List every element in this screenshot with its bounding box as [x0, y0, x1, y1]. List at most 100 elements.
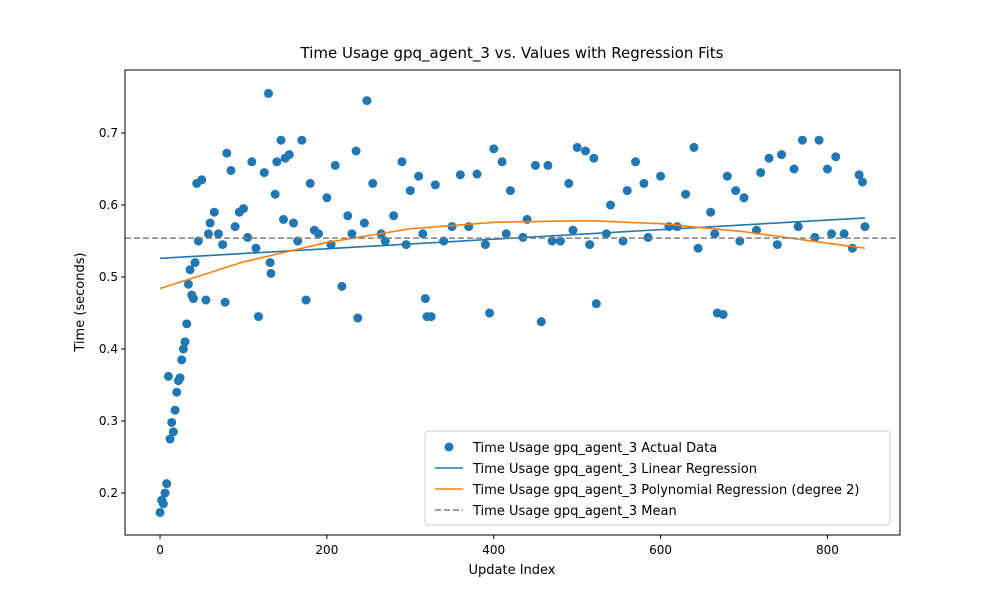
data-point: [353, 313, 363, 323]
data-point: [205, 218, 215, 228]
data-point: [564, 178, 574, 188]
y-tick-label: 0.7: [99, 126, 118, 140]
data-point: [530, 160, 540, 170]
data-point: [238, 204, 248, 214]
data-point: [854, 170, 864, 180]
data-point: [860, 222, 870, 232]
data-point: [631, 157, 641, 167]
data-point: [289, 218, 299, 228]
legend-label: Time Usage gpq_agent_3 Mean: [472, 504, 677, 519]
data-point: [222, 148, 232, 158]
data-point: [827, 229, 837, 239]
y-axis-label: Time (seconds): [73, 252, 88, 352]
data-point: [203, 229, 213, 239]
data-point: [272, 157, 282, 167]
data-point: [585, 240, 595, 250]
data-point: [793, 222, 803, 232]
data-point: [279, 214, 289, 224]
data-point: [218, 240, 228, 250]
data-point: [209, 207, 219, 217]
data-point: [777, 150, 787, 160]
data-point: [351, 146, 361, 156]
x-tick-label: 0: [156, 543, 164, 557]
data-point: [447, 222, 457, 232]
data-point: [426, 312, 436, 322]
data-point: [622, 186, 632, 196]
data-point: [847, 243, 857, 253]
data-point: [167, 417, 177, 427]
data-point: [455, 170, 465, 180]
data-point: [368, 178, 378, 188]
data-point: [301, 295, 311, 305]
x-axis-label: Update Index: [468, 563, 555, 578]
data-point: [175, 373, 185, 383]
data-point: [389, 211, 399, 221]
data-point: [168, 427, 178, 437]
data-point: [485, 308, 495, 318]
data-point: [188, 294, 198, 304]
data-point: [405, 186, 415, 196]
x-tick-label: 800: [816, 543, 839, 557]
data-point: [580, 146, 590, 156]
data-point: [276, 135, 286, 145]
data-point: [656, 171, 666, 181]
x-tick-label: 200: [315, 543, 338, 557]
y-tick-label: 0.2: [99, 486, 118, 500]
data-point: [710, 229, 720, 239]
data-point: [284, 150, 294, 160]
data-point: [265, 258, 275, 268]
data-point: [362, 96, 372, 106]
data-point: [731, 186, 741, 196]
data-point: [251, 243, 261, 253]
data-point: [162, 479, 172, 489]
data-point: [572, 142, 582, 152]
data-point: [601, 229, 611, 239]
data-point: [739, 193, 749, 203]
data-point: [591, 299, 601, 309]
data-point: [718, 309, 728, 319]
data-point: [185, 265, 195, 275]
data-point: [489, 144, 499, 154]
legend-label: Time Usage gpq_agent_3 Polynomial Regres…: [472, 483, 859, 498]
data-point: [343, 211, 353, 221]
data-point: [693, 243, 703, 253]
data-point: [230, 222, 240, 232]
data-point: [155, 507, 165, 517]
data-point: [170, 405, 180, 415]
data-point: [568, 225, 578, 235]
data-point: [420, 294, 430, 304]
data-point: [182, 319, 192, 329]
legend-label: Time Usage gpq_agent_3 Linear Regression: [472, 462, 757, 477]
data-point: [160, 488, 170, 498]
data-point: [414, 171, 424, 181]
data-point: [772, 240, 782, 250]
y-tick-label: 0.3: [99, 414, 118, 428]
legend-box: [424, 430, 891, 526]
data-point: [543, 160, 553, 170]
data-point: [359, 218, 369, 228]
data-point: [322, 193, 332, 203]
data-point: [839, 229, 849, 239]
data-point: [681, 189, 691, 199]
data-point: [505, 186, 515, 196]
x-tick-label: 600: [649, 543, 672, 557]
data-point: [309, 225, 319, 235]
data-point: [472, 169, 482, 179]
data-point: [165, 434, 175, 444]
data-point: [190, 258, 200, 268]
data-point: [536, 317, 546, 327]
legend-label: Time Usage gpq_agent_3 Actual Data: [472, 441, 717, 456]
data-point: [213, 229, 223, 239]
data-point: [822, 164, 832, 174]
data-point: [220, 297, 230, 307]
data-point: [247, 157, 257, 167]
data-point: [253, 312, 263, 322]
data-point: [172, 387, 182, 397]
data-point: [397, 157, 407, 167]
data-point: [589, 153, 599, 163]
data-point: [177, 355, 187, 365]
data-point: [180, 337, 190, 347]
data-point: [639, 178, 649, 188]
data-point: [831, 152, 841, 162]
